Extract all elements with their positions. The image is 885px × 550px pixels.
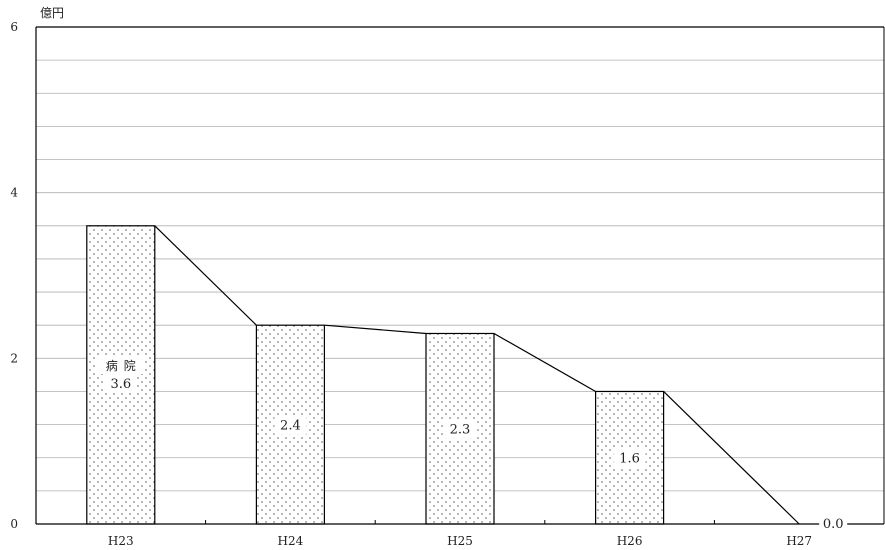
connector-lines [154, 225, 800, 525]
data-label: 0.0 [823, 517, 844, 532]
data-label-bg [613, 448, 646, 468]
x-tick-label: H24 [278, 534, 304, 548]
y-tick-label: 2 [10, 351, 18, 365]
data-label-bg [819, 516, 848, 532]
y-tick-label: 4 [10, 186, 18, 200]
y-tick-label: 0 [10, 517, 18, 531]
data-label: 1.6 [619, 452, 640, 467]
data-label-bg [104, 374, 137, 393]
bars [86, 225, 665, 525]
y-unit-label: 億円 [40, 6, 64, 20]
axes [35, 26, 885, 525]
data-label: 3.6 [110, 377, 131, 392]
connector-line [493, 332, 596, 392]
connector-line [154, 225, 257, 326]
data-label-bg [274, 415, 307, 435]
connector-line [324, 324, 427, 335]
labels: 億円 0 2 4 6 H23 H24 H25 H26 H27 3.6 2.4 2.3 1.6 0.0 病院 [10, 6, 848, 548]
series-label-bg [96, 356, 145, 374]
x-tick-label: H27 [786, 534, 812, 548]
data-label: 2.4 [280, 419, 301, 434]
x-tick-label: H25 [447, 534, 473, 548]
series-label: 病院 [106, 358, 142, 373]
data-label: 2.3 [450, 423, 471, 438]
y-tick-label: 6 [10, 20, 18, 34]
x-tick-label: H26 [617, 534, 643, 548]
data-label-bg [444, 419, 476, 439]
x-tick-label: H23 [108, 534, 134, 548]
connector-line [663, 391, 800, 525]
